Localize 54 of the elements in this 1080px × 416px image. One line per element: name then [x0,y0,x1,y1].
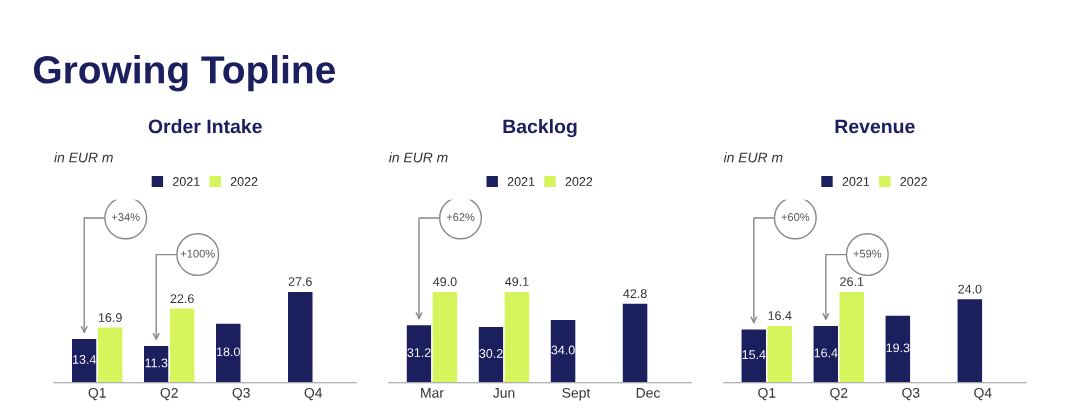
bar [286,290,314,383]
legend-label: 2022 [230,177,258,186]
x-tick-label: Q1 [758,387,776,401]
data-label: 16.9 [98,313,122,322]
legend-label: 2021 [507,177,535,186]
chart-subtitle: in EUR m [54,152,113,163]
data-label: 27.6 [288,277,312,286]
data-label: 49.0 [433,277,457,287]
bar [884,314,912,383]
x-tick-label: Q2 [160,387,178,401]
data-label: 31.2 [407,348,431,357]
x-tick-label: Q2 [830,387,848,401]
legend-label: 2022 [900,177,927,186]
x-tick-label: Q4 [304,387,323,401]
data-label: 42.8 [623,289,647,299]
text: Growing Topline [34,55,335,92]
x-tick-label: Dec [636,388,660,398]
chart-title: Backlog [503,119,577,138]
data-label: 49.1 [505,277,529,286]
data-label: 16.4 [814,348,838,358]
x-tick-label: Mar [421,388,444,398]
text: +100% [180,249,215,258]
bar [549,318,577,383]
data-label: 30.2 [479,349,503,358]
bar [214,322,242,383]
legend-label: 2021 [842,177,870,186]
x-tick-label: Q3 [902,387,920,401]
data-label: 15.4 [742,350,766,360]
text: +60% [781,213,810,221]
data-label: 13.4 [73,355,97,364]
chart-subtitle: in EUR m [723,152,783,163]
legend-label: 2022 [565,177,593,186]
x-tick-label: Jun [493,388,515,398]
text: +62% [446,213,475,221]
data-label: 22.6 [170,294,194,304]
data-label: 34.0 [551,345,575,355]
text: +34% [111,213,140,221]
chart-title: Order Intake [148,119,262,134]
x-tick-label: Q1 [88,387,106,401]
data-label: 11.3 [145,358,168,368]
legend-label: 2021 [173,177,200,186]
bar [621,302,649,383]
x-tick-label: Q4 [974,387,992,401]
bar [956,297,984,383]
data-label: 16.4 [768,311,792,320]
chart-subtitle: in EUR m [389,152,448,163]
data-label: 26.1 [840,277,864,286]
data-label: 19.3 [886,343,910,353]
chart-title: Revenue [835,119,915,134]
data-label: 24.0 [958,284,982,294]
text: +59% [853,249,882,258]
x-tick-label: Q3 [232,387,250,401]
x-tick-label: Sept [562,387,591,401]
data-label: 18.0 [217,347,240,357]
